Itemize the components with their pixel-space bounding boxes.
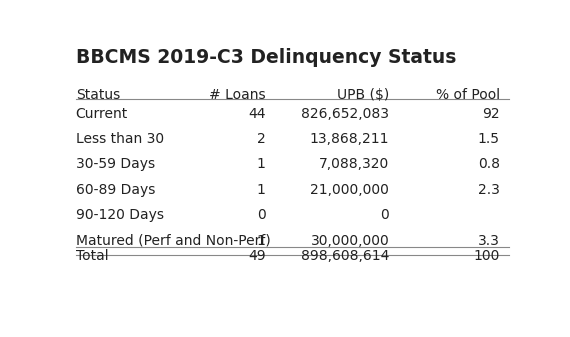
Text: Total: Total (76, 249, 108, 263)
Text: Less than 30: Less than 30 (76, 132, 164, 146)
Text: 60-89 Days: 60-89 Days (76, 183, 155, 197)
Text: 0: 0 (381, 208, 389, 222)
Text: # Loans: # Loans (209, 88, 266, 102)
Text: 0.8: 0.8 (478, 157, 500, 172)
Text: 898,608,614: 898,608,614 (301, 249, 389, 263)
Text: 0: 0 (257, 208, 266, 222)
Text: 49: 49 (248, 249, 266, 263)
Text: 13,868,211: 13,868,211 (310, 132, 389, 146)
Text: 1: 1 (256, 157, 266, 172)
Text: 21,000,000: 21,000,000 (311, 183, 389, 197)
Text: % of Pool: % of Pool (435, 88, 500, 102)
Text: 2: 2 (257, 132, 266, 146)
Text: BBCMS 2019-C3 Delinquency Status: BBCMS 2019-C3 Delinquency Status (76, 48, 456, 67)
Text: 3.3: 3.3 (478, 234, 500, 248)
Text: 30,000,000: 30,000,000 (311, 234, 389, 248)
Text: 2.3: 2.3 (478, 183, 500, 197)
Text: 1: 1 (256, 183, 266, 197)
Text: UPB ($): UPB ($) (337, 88, 389, 102)
Text: 92: 92 (482, 106, 500, 121)
Text: 100: 100 (473, 249, 500, 263)
Text: 30-59 Days: 30-59 Days (76, 157, 155, 172)
Text: 90-120 Days: 90-120 Days (76, 208, 164, 222)
Text: Matured (Perf and Non-Perf): Matured (Perf and Non-Perf) (76, 234, 270, 248)
Text: 7,088,320: 7,088,320 (319, 157, 389, 172)
Text: 826,652,083: 826,652,083 (302, 106, 389, 121)
Text: Current: Current (76, 106, 128, 121)
Text: 1: 1 (256, 234, 266, 248)
Text: 1.5: 1.5 (478, 132, 500, 146)
Text: Status: Status (76, 88, 120, 102)
Text: 44: 44 (248, 106, 266, 121)
